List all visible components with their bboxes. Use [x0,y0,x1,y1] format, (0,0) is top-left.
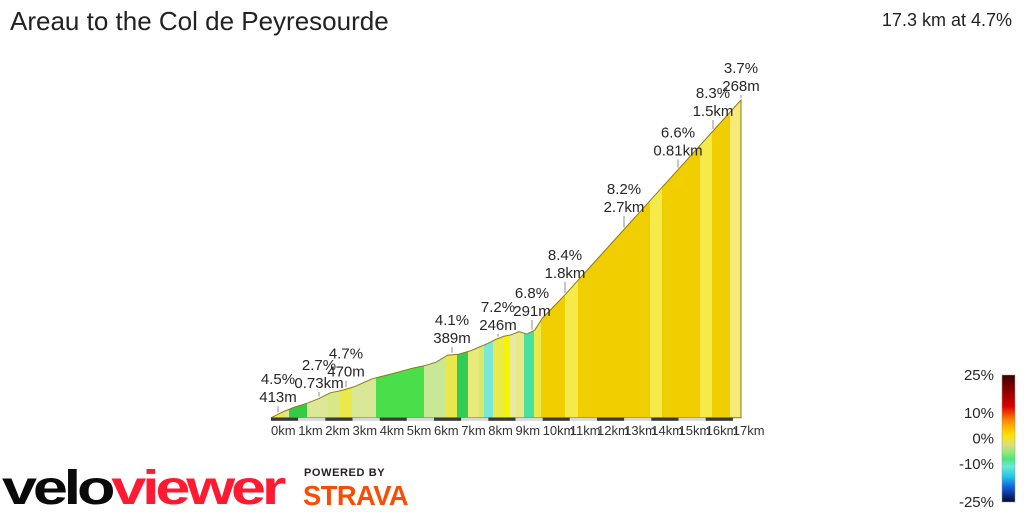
svg-text:4.5%: 4.5% [261,371,295,388]
svg-text:25%: 25% [964,367,994,384]
svg-text:1.8km: 1.8km [545,265,586,282]
svg-text:291m: 291m [513,303,551,320]
svg-text:0.81km: 0.81km [653,143,702,160]
svg-text:3.7%: 3.7% [724,60,758,77]
svg-text:5km: 5km [407,423,432,438]
svg-text:17km: 17km [733,423,765,438]
svg-text:470m: 470m [327,364,365,381]
svg-text:6.8%: 6.8% [515,285,549,302]
svg-text:11km: 11km [570,423,601,438]
svg-text:413m: 413m [259,389,297,406]
svg-text:6.6%: 6.6% [661,125,695,142]
svg-text:246m: 246m [479,317,517,334]
svg-text:1km: 1km [298,423,323,438]
svg-text:9km: 9km [516,423,541,438]
svg-text:7.2%: 7.2% [481,299,515,316]
svg-text:3km: 3km [353,423,378,438]
svg-text:2.7km: 2.7km [604,199,645,216]
svg-text:0%: 0% [972,431,994,448]
svg-text:268m: 268m [722,78,760,95]
svg-text:6km: 6km [434,423,459,438]
svg-text:4.7%: 4.7% [329,346,363,363]
svg-text:0km: 0km [271,423,296,438]
svg-text:8km: 8km [488,423,513,438]
svg-text:4.1%: 4.1% [435,312,469,329]
svg-text:8.2%: 8.2% [607,181,641,198]
svg-text:1.5km: 1.5km [693,103,734,120]
svg-text:-10%: -10% [959,456,994,473]
svg-text:8.4%: 8.4% [548,247,582,264]
svg-text:2km: 2km [325,423,350,438]
svg-text:4km: 4km [380,423,405,438]
svg-text:-25%: -25% [959,494,994,511]
svg-text:7km: 7km [461,423,486,438]
svg-text:10%: 10% [964,405,994,422]
svg-text:389m: 389m [433,330,471,347]
